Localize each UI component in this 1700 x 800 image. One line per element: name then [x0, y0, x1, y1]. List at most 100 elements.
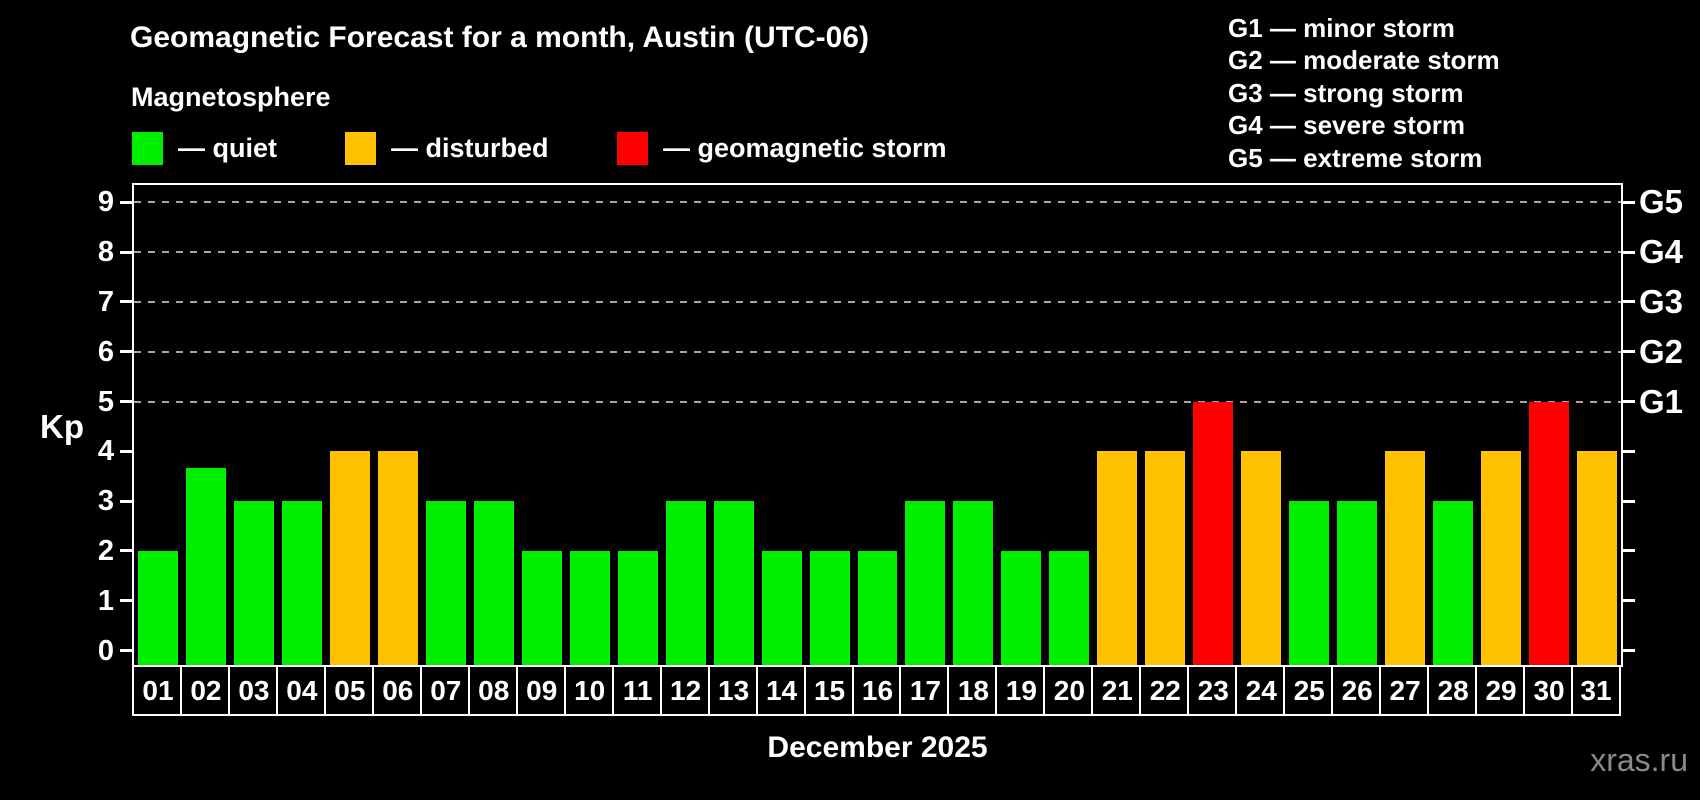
- bar-day-22: [1145, 451, 1186, 665]
- gridline-kp5: [134, 400, 1621, 403]
- day-label-20: 20: [1043, 667, 1094, 716]
- g-scale-legend: G1 — minor storm G2 — moderate storm G3 …: [1228, 12, 1500, 174]
- bar-day-14: [761, 550, 802, 665]
- bar-day-19: [1001, 550, 1042, 665]
- plot-area: 0 1 2 3 4 5 6 7 8 9 G1 G2 G3 G4 G5: [98, 183, 1683, 667]
- g-scale-line-g2: G2 — moderate storm: [1228, 45, 1500, 76]
- bar-day-02: [185, 467, 226, 665]
- day-label-02: 02: [179, 667, 230, 716]
- legend-label-disturbed: — disturbed: [391, 132, 549, 163]
- g-scale-line-g5: G5 — extreme storm: [1228, 142, 1483, 173]
- y-tick-left-5: [120, 400, 132, 403]
- gridline-kp9: [134, 201, 1621, 204]
- y-tick-right-2: [1623, 549, 1635, 553]
- bar-day-23: [1193, 401, 1234, 665]
- day-label-17: 17: [899, 667, 950, 716]
- y-tick-left-6: [120, 350, 132, 354]
- day-label-06: 06: [371, 667, 422, 716]
- y-tick-label-4: 4: [97, 435, 114, 468]
- day-label-03: 03: [227, 667, 278, 716]
- day-label-07: 07: [419, 667, 470, 716]
- gridline-kp7: [134, 300, 1621, 303]
- y-tick-left-9: [120, 200, 132, 204]
- month-label: December 2025: [767, 731, 988, 764]
- y-tick-right-1: [1623, 599, 1635, 603]
- y-tick-right-4: [1623, 449, 1635, 453]
- day-label-30: 30: [1523, 667, 1574, 716]
- day-label-29: 29: [1475, 667, 1526, 716]
- y-tick-right-9: [1623, 200, 1635, 204]
- day-label-09: 09: [515, 667, 566, 716]
- day-label-10: 10: [563, 667, 614, 716]
- y-tick-right-5: [1623, 400, 1635, 403]
- y-tick-left-0: [120, 649, 132, 652]
- y-tick-label-9: 9: [97, 186, 114, 219]
- bar-day-13: [713, 501, 754, 665]
- day-label-26: 26: [1331, 667, 1382, 716]
- y-tick-right-0: [1623, 649, 1635, 652]
- bar-day-26: [1337, 501, 1378, 665]
- bar-day-12: [665, 501, 706, 665]
- bar-day-07: [425, 501, 466, 665]
- bar-day-16: [857, 550, 898, 665]
- y-tick-label-3: 3: [97, 485, 114, 518]
- bar-day-21: [1097, 451, 1138, 665]
- y-tick-label-1: 1: [97, 584, 114, 617]
- day-label-27: 27: [1379, 667, 1430, 716]
- day-label-04: 04: [275, 667, 326, 716]
- day-label-24: 24: [1235, 667, 1286, 716]
- y-tick-label-7: 7: [97, 285, 114, 318]
- day-label-01: 01: [132, 667, 182, 716]
- disturbed-swatch-icon: [345, 131, 376, 165]
- bar-day-30: [1529, 401, 1570, 665]
- bar-day-03: [233, 501, 274, 665]
- bar-day-25: [1289, 501, 1330, 665]
- day-label-08: 08: [467, 667, 518, 716]
- y-tick-left-2: [120, 549, 132, 553]
- y-tick-label-0: 0: [97, 634, 114, 667]
- y-tick-left-7: [120, 300, 132, 304]
- y-tick-label-8: 8: [97, 236, 114, 269]
- bar-day-01: [138, 550, 178, 665]
- day-label-05: 05: [323, 667, 374, 716]
- storm-swatch-icon: [617, 131, 648, 165]
- legend-label-storm: — geomagnetic storm: [663, 132, 947, 163]
- bar-day-15: [809, 550, 850, 665]
- bar-day-09: [521, 550, 562, 665]
- bar-day-18: [953, 501, 994, 665]
- bar-day-28: [1433, 501, 1474, 665]
- day-label-15: 15: [803, 667, 854, 716]
- bar-day-24: [1241, 451, 1282, 665]
- day-label-25: 25: [1283, 667, 1334, 716]
- g-scale-line-g3: G3 — strong storm: [1228, 77, 1464, 108]
- right-axis-label-g3: G3: [1639, 282, 1684, 320]
- legend-item-storm: — geomagnetic storm: [617, 130, 947, 166]
- day-label-11: 11: [611, 667, 662, 716]
- gridline-kp6: [134, 350, 1621, 353]
- bar-day-17: [905, 501, 946, 665]
- gridline-kp8: [134, 251, 1621, 254]
- y-tick-label-2: 2: [97, 534, 114, 567]
- day-label-12: 12: [659, 667, 710, 716]
- chart-title: Geomagnetic Forecast for a month, Austin…: [130, 21, 869, 54]
- right-axis-label-g5: G5: [1639, 183, 1684, 221]
- day-label-28: 28: [1427, 667, 1478, 716]
- y-axis-title: Kp: [40, 408, 84, 445]
- y-tick-right-6: [1623, 350, 1635, 354]
- y-tick-label-6: 6: [97, 335, 114, 368]
- y-tick-right-8: [1623, 250, 1635, 254]
- bar-day-20: [1049, 550, 1090, 665]
- right-axis-label-g4: G4: [1639, 233, 1684, 271]
- legend-label-quiet: — quiet: [178, 132, 277, 163]
- bar-day-10: [569, 550, 610, 665]
- day-label-21: 21: [1091, 667, 1142, 716]
- day-label-14: 14: [755, 667, 806, 716]
- right-axis-label-g1: G1: [1639, 382, 1684, 420]
- quiet-swatch-icon: [132, 131, 163, 165]
- legend-item-quiet: — quiet: [132, 130, 277, 166]
- bar-day-05: [329, 451, 370, 665]
- bar-day-29: [1481, 451, 1522, 665]
- g-scale-line-g4: G4 — severe storm: [1228, 110, 1466, 141]
- day-label-23: 23: [1187, 667, 1238, 716]
